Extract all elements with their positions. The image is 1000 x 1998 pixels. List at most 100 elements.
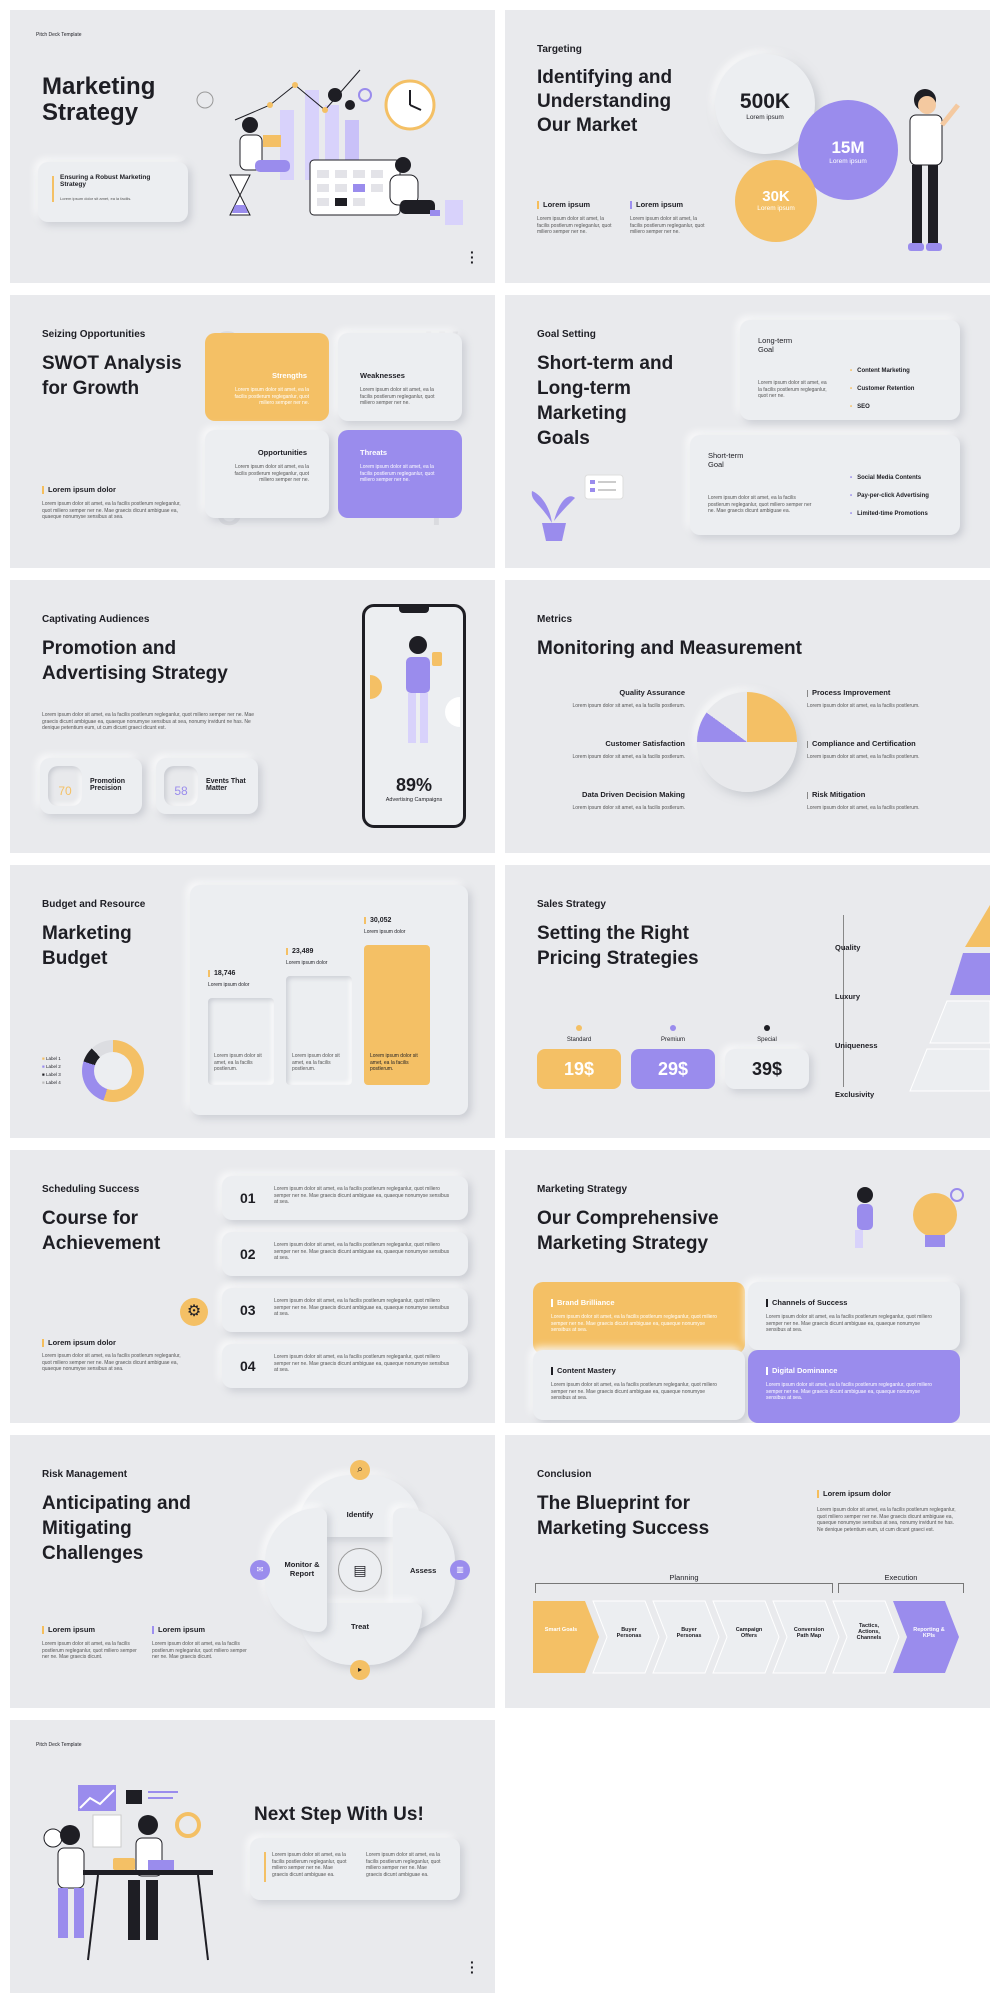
bar-text: Lorem ipsum dolor sit amet, ea la facili… bbox=[214, 1053, 262, 1072]
slide-title: Promotion and Advertising Strategy bbox=[42, 638, 228, 684]
budget-bar bbox=[208, 997, 274, 1085]
quadrant-opportunities: Opportunities Lorem ipsum dolor sit amet… bbox=[205, 430, 329, 518]
bar-caption: Lorem ipsum dolor bbox=[208, 981, 250, 988]
long-term-card: Long-term Goal Lorem ipsum dolor sit ame… bbox=[740, 320, 960, 420]
idea-illustration bbox=[855, 1187, 964, 1248]
step-item: 04 Lorem ipsum dolor sit amet, ea la faci… bbox=[222, 1344, 468, 1388]
bar-text: Lorem ipsum dolor sit amet, ea la facili… bbox=[370, 1053, 418, 1072]
slide-kicker: Captivating Audiences bbox=[42, 614, 150, 625]
slide-metrics[interactable]: Metrics Monitoring and Measurement Quali… bbox=[505, 580, 990, 853]
footer-head: Lorem ipsum dolor bbox=[42, 485, 116, 495]
deck-tag: Pitch Deck Template bbox=[36, 1742, 82, 1748]
slide-title: SWOT Analysis for Growth bbox=[42, 353, 182, 399]
slide-targeting[interactable]: Targeting Identifying and Understanding … bbox=[505, 10, 990, 283]
metrics-pie bbox=[697, 692, 797, 792]
aside-head: Lorem ipsum dolor bbox=[817, 1489, 891, 1499]
slide-comprehensive[interactable]: Marketing Strategy Our Comprehensive Mar… bbox=[505, 1150, 990, 1423]
gear-icon: ⚙ bbox=[180, 1298, 208, 1326]
chart-icon: ▥ bbox=[450, 1560, 470, 1580]
price-standard: Standard 19$ bbox=[537, 1025, 621, 1089]
slide-kicker: Metrics bbox=[537, 614, 573, 625]
col2-text: Lorem ipsum dolor sit amet, ea la facili… bbox=[152, 1641, 247, 1660]
slide-title: Identifying and Understanding Our Market bbox=[537, 67, 673, 136]
search-icon: ⌕ bbox=[350, 1460, 370, 1480]
price-value: 19$ bbox=[537, 1049, 621, 1089]
footer-text: Lorem ipsum dolor sit amet, ea la facili… bbox=[42, 501, 181, 520]
pricing-pyramid bbox=[909, 905, 990, 1092]
teamwork-illustration bbox=[43, 1785, 213, 1961]
col1-head: Lorem ipsum bbox=[42, 1625, 95, 1635]
slide-title: Our Comprehensive Marketing Strategy bbox=[537, 1208, 719, 1254]
stat-events: 58 Events That Matter bbox=[156, 758, 258, 814]
step-item: 02 Lorem ipsum dolor sit amet, ea la faci… bbox=[222, 1232, 468, 1276]
budget-bar bbox=[364, 945, 430, 1085]
slide-title: Next Step With Us! bbox=[254, 1804, 424, 1825]
card-content-mastery: Content Mastery Lorem ipsum dolor sit am… bbox=[533, 1350, 745, 1420]
price-value: 29$ bbox=[631, 1049, 715, 1089]
slide-kicker: Conclusion bbox=[537, 1469, 592, 1480]
team-illustration bbox=[196, 69, 463, 225]
col1-head: Lorem ipsum bbox=[537, 200, 590, 210]
risk-cycle: ▤ Identify Assess Treat Monitor & Report… bbox=[250, 1460, 470, 1680]
stat-promotion: 70 Promotion Precision bbox=[40, 758, 142, 814]
short-term-list: • Social Media Contents • Pay-per-click … bbox=[850, 475, 929, 517]
info-card: Ensuring a Robust Marketing Strategy Lor… bbox=[38, 162, 188, 222]
more-options-icon[interactable]: · · · bbox=[470, 1954, 475, 1980]
slide-kicker: Budget and Resource bbox=[42, 899, 146, 910]
slide-title: Marketing Budget bbox=[42, 923, 132, 969]
slide-promotion[interactable]: Captivating Audiences Promotion and Adve… bbox=[10, 580, 495, 853]
card-text: Lorem ipsum dolor sit amet, ea la facili… bbox=[60, 196, 132, 201]
planning-bracket bbox=[535, 1583, 833, 1593]
execution-label: Execution bbox=[884, 1573, 918, 1582]
mail-icon: ✉ bbox=[250, 1560, 270, 1580]
slide-title: Course for Achievement bbox=[42, 1208, 161, 1254]
col2-text: Lorem ipsum dolor sit amet, la facilis p… bbox=[630, 216, 705, 235]
slide-pricing[interactable]: Sales Strategy Setting the Right Pricing… bbox=[505, 865, 990, 1138]
slide-marketing-strategy[interactable]: Pitch Deck Template Marketing Strategy E… bbox=[10, 10, 495, 283]
step-item: 01 Lorem ipsum dolor sit amet, ea la faci… bbox=[222, 1176, 468, 1220]
presenter-illustration bbox=[908, 89, 960, 251]
slide-swot[interactable]: Seizing Opportunities SWOT Analysis for … bbox=[10, 295, 495, 568]
deck-tag: Pitch Deck Template bbox=[36, 32, 82, 38]
execution-bracket bbox=[838, 1583, 964, 1593]
step-item: 03 Lorem ipsum dolor sit amet, ea la faci… bbox=[222, 1288, 468, 1332]
card-digital-dominance: Digital Dominance Lorem ipsum dolor sit … bbox=[748, 1350, 960, 1423]
slide-budget[interactable]: Budget and Resource Marketing Budget ■ L… bbox=[10, 865, 495, 1138]
col1-text: Lorem ipsum dolor sit amet, la facilis p… bbox=[537, 216, 612, 235]
quadrant-threats: Threats Lorem ipsum dolor sit amet, ea l… bbox=[338, 430, 462, 518]
card-channels: Channels of Success Lorem ipsum dolor si… bbox=[748, 1282, 960, 1350]
budget-bar bbox=[286, 975, 352, 1085]
play-icon: ▸ bbox=[350, 1660, 370, 1680]
slide-kicker: Sales Strategy bbox=[537, 899, 606, 910]
quadrant-weaknesses: Weaknesses Lorem ipsum dolor sit amet, e… bbox=[338, 333, 462, 421]
more-options-icon[interactable]: · · · bbox=[470, 244, 475, 270]
slide-conclusion[interactable]: Conclusion The Blueprint for Marketing S… bbox=[505, 1435, 990, 1708]
slide-goal-setting[interactable]: Goal Setting Short-term and Long-term Ma… bbox=[505, 295, 990, 568]
price-special: Special 39$ bbox=[725, 1025, 809, 1089]
plant-illustration bbox=[531, 474, 624, 541]
slide-risk[interactable]: Risk Management Anticipating and Mitigat… bbox=[10, 1435, 495, 1708]
circle-30k: 30K Lorem ipsum bbox=[735, 160, 817, 242]
slide-next-step[interactable]: Pitch Deck Template Next Step With Us! L… bbox=[10, 1720, 495, 1993]
slide-kicker: Scheduling Success bbox=[42, 1184, 140, 1195]
bar-caption: Lorem ipsum dolor bbox=[364, 929, 406, 935]
slide-title: Short-term and Long-term Marketing Goals bbox=[537, 353, 674, 449]
bar-text: Lorem ipsum dolor sit amet, ea la facili… bbox=[292, 1053, 340, 1072]
bar-chart-card: 18,746 Lorem ipsum dolor Lorem ipsum dolor… bbox=[190, 885, 468, 1115]
slide-title: The Blueprint for Marketing Success bbox=[537, 1493, 710, 1539]
process-labels: Smart Goals Buyer Personas Buyer Persona… bbox=[544, 1623, 945, 1641]
pyramid-levels: Quality Luxury Uniqueness Exclusivity bbox=[835, 943, 878, 1099]
slide-title: Setting the Right Pricing Strategies bbox=[537, 923, 699, 969]
phone-label: Advertising Campaigns bbox=[385, 797, 443, 803]
price-premium: Premium 29$ bbox=[631, 1025, 715, 1089]
left-metrics: Quality Assurance Lorem ipsum dolor sit a… bbox=[572, 688, 685, 811]
price-value: 39$ bbox=[725, 1049, 809, 1089]
slide-course[interactable]: Scheduling Success Course for Achievemen… bbox=[10, 1150, 495, 1423]
bar-caption: Lorem ipsum dolor bbox=[286, 959, 328, 966]
slide-kicker: Goal Setting bbox=[537, 329, 596, 340]
body-text: Lorem ipsum dolor sit amet, ea la facili… bbox=[42, 712, 255, 731]
right-metrics: Process Improvement Lorem ipsum dolor sit… bbox=[807, 688, 920, 811]
donut-legend: ■ Label 1 ■ Label 2 ■ Label 3 ■ Label 4 bbox=[42, 1056, 61, 1085]
bar-value-label: 23,489 bbox=[286, 947, 313, 955]
course-steps: 01 Lorem ipsum dolor sit amet, ea la faci… bbox=[222, 1176, 468, 1388]
